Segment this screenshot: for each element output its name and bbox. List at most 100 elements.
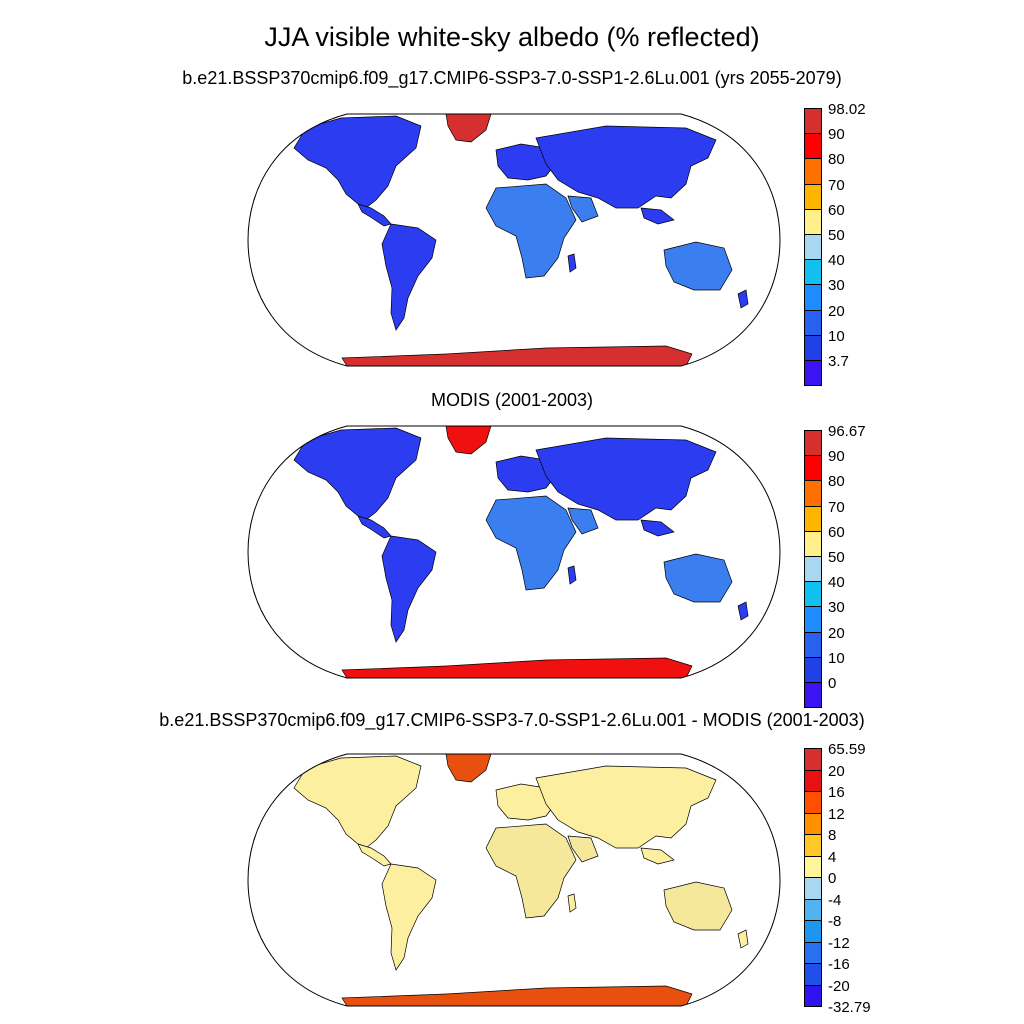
colorbar-label: 4: [828, 848, 837, 866]
landmass-antarctica: [341, 345, 693, 366]
landmass-seAsia: [640, 207, 675, 225]
panel-2-title: MODIS (2001-2003): [430, 390, 594, 410]
landmass-antarctica: [341, 657, 693, 678]
colorbar-panel-2: 96.67 90 80 70 60 50 40 30 20 10 0: [804, 424, 924, 709]
colorbar-label: 40: [828, 574, 845, 592]
landmass-madagascar: [567, 893, 577, 913]
colorbar-label: 90: [828, 126, 845, 144]
colorbar-swatch: [804, 898, 822, 921]
colorbar-panel-3: 65.59 20 16 12 8 4 0 -4 -8 -12 -16 -20 -32.79: [804, 742, 924, 1022]
landmass-australia: [663, 553, 733, 603]
landmass-europe: [495, 143, 557, 181]
landmass-europe: [495, 783, 557, 821]
colorbar-swatch: [804, 334, 822, 361]
colorbar-swatch: [804, 505, 822, 532]
colorbar-swatch: [804, 259, 822, 286]
colorbar-swatch: [804, 133, 822, 160]
colorbar-label: 30: [828, 277, 845, 295]
map-outline: [247, 113, 781, 367]
colorbar-swatch: [804, 556, 822, 583]
colorbar-swatch: [804, 480, 822, 507]
colorbar-label: 0: [828, 675, 837, 692]
colorbar-label: 3.7: [828, 353, 849, 370]
landmass-northAmerica: [293, 427, 422, 521]
colorbar-swatch: [804, 455, 822, 482]
colorbar-swatch: [804, 430, 822, 457]
landmass-southAmerica: [381, 223, 437, 331]
landmass-newZealand: [737, 289, 749, 309]
colorbar-label: 8: [828, 827, 837, 844]
colorbar-label: 12: [828, 805, 845, 823]
colorbar-label: 30: [828, 599, 845, 617]
landmass-arabia: [567, 195, 599, 223]
landmass-australia: [663, 881, 733, 931]
colorbar-label: 90: [828, 448, 845, 466]
map-panel-2: [247, 425, 781, 679]
landmass-asia: [535, 125, 717, 209]
landmass-madagascar: [567, 565, 577, 585]
landmass-northAmerica: [293, 755, 422, 849]
main-title: JJA visible white-sky albedo (% reflecte…: [264, 22, 760, 52]
colorbar-label: 20: [828, 762, 845, 780]
colorbar-label: 40: [828, 252, 845, 270]
colorbar-swatch: [804, 834, 822, 857]
colorbar-swatch: [804, 877, 822, 900]
landmass-africa: [485, 823, 577, 919]
landmass-northAmerica: [293, 115, 422, 209]
landmass-newZealand: [737, 929, 749, 949]
colorbar-label: 80: [828, 473, 845, 491]
landmass-southAmerica: [381, 863, 437, 971]
colorbar-swatch: [804, 791, 822, 814]
landmass-seAsia: [640, 847, 675, 865]
landmass-arabia: [567, 507, 599, 535]
landmass-greenland: [445, 754, 492, 783]
landmass-asia: [535, 437, 717, 521]
colorbar-swatch: [804, 360, 822, 387]
colorbar-label: -16: [828, 956, 850, 973]
colorbar-label: 96.67: [828, 423, 866, 440]
colorbar-label: 0: [828, 870, 837, 887]
landmass-africa: [485, 495, 577, 591]
colorbar-label: -8: [828, 913, 842, 930]
colorbar-label: 65.59: [828, 741, 866, 758]
colorbar-label: 10: [828, 649, 845, 667]
map-panel-3: [247, 753, 781, 1007]
colorbar-swatch: [804, 920, 822, 943]
landmass-centralAmerica: [357, 203, 392, 227]
colorbar-label: -20: [828, 977, 850, 995]
colorbar-label: 50: [828, 227, 845, 244]
colorbar-swatch: [804, 108, 822, 135]
landmass-australia: [663, 241, 733, 291]
landmass-greenland: [445, 426, 492, 455]
colorbar-label: 20: [828, 302, 845, 320]
landmass-newZealand: [737, 601, 749, 621]
colorbar-swatch: [804, 631, 822, 658]
landmass-seAsia: [640, 519, 675, 537]
map-panel-1: [247, 113, 781, 367]
colorbar-swatch: [804, 656, 822, 683]
colorbar-swatch: [804, 183, 822, 210]
colorbar-swatch: [804, 812, 822, 835]
colorbar-swatch: [804, 284, 822, 311]
colorbar-label: 80: [828, 151, 845, 169]
landmass-africa: [485, 183, 577, 279]
colorbar-swatch: [804, 682, 822, 709]
colorbar-swatch: [804, 748, 822, 771]
colorbar-swatch: [804, 606, 822, 633]
map-outline: [247, 425, 781, 679]
colorbar-swatch: [804, 208, 822, 235]
colorbar-swatch: [804, 769, 822, 792]
landmass-centralAmerica: [357, 843, 392, 867]
colorbar-swatch: [804, 309, 822, 336]
landmass-antarctica: [341, 985, 693, 1006]
colorbar-swatch: [804, 158, 822, 185]
colorbar-label: -32.79: [828, 999, 871, 1016]
colorbar-label: -12: [828, 934, 850, 952]
colorbar-label: 50: [828, 549, 845, 566]
colorbar-label: 70: [828, 498, 845, 516]
panel-3-title: b.e21.BSSP370cmip6.f09_g17.CMIP6-SSP3-7.…: [159, 710, 865, 730]
colorbar-label: 10: [828, 327, 845, 345]
landmass-arabia: [567, 835, 599, 863]
colorbar-swatch: [804, 581, 822, 608]
landmass-greenland: [445, 114, 492, 143]
